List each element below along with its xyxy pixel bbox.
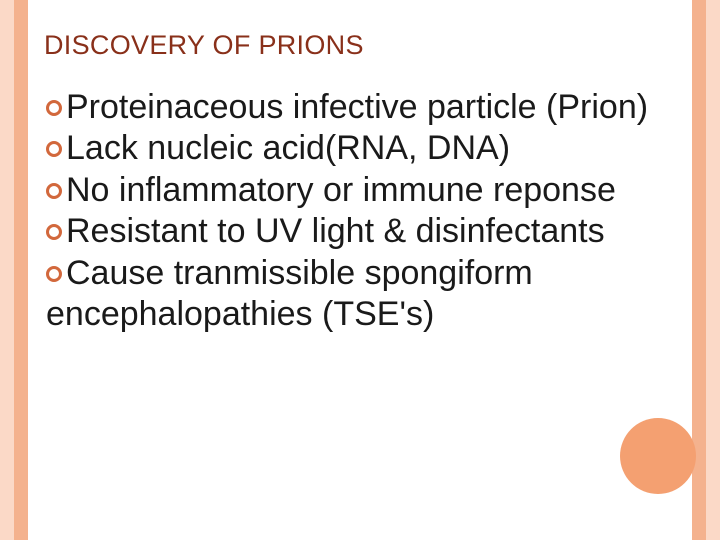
- bullet-text: Proteinaceous infective particle (Prion): [66, 88, 648, 126]
- bullet-ring-icon: [46, 183, 62, 199]
- left-stripe-outer: [0, 0, 14, 540]
- bullet-text: Resistant to UV light & disinfectants: [66, 212, 605, 250]
- bullet-ring-icon: [46, 266, 62, 282]
- bullet-text: No inflammatory or immune reponse: [66, 171, 616, 209]
- slide-title: DISCOVERY OF PRIONS: [44, 30, 676, 61]
- right-stripe-outer: [706, 0, 720, 540]
- list-item: Resistant to UV light & disinfectants: [46, 211, 676, 252]
- bullet-list: Proteinaceous infective particle (Prion)…: [44, 87, 676, 336]
- bullet-text: Lack nucleic acid(RNA, DNA): [66, 129, 510, 167]
- list-item: Cause tranmissible spongiform encephalop…: [46, 253, 676, 336]
- list-item: Lack nucleic acid(RNA, DNA): [46, 128, 676, 169]
- slide-content: DISCOVERY OF PRIONS Proteinaceous infect…: [44, 30, 676, 336]
- bullet-ring-icon: [46, 224, 62, 240]
- left-stripe-inner: [14, 0, 28, 540]
- accent-circle-icon: [620, 418, 696, 494]
- list-item: No inflammatory or immune reponse: [46, 170, 676, 211]
- bullet-text: Cause tranmissible spongiform encephalop…: [46, 254, 533, 333]
- bullet-ring-icon: [46, 141, 62, 157]
- list-item: Proteinaceous infective particle (Prion): [46, 87, 676, 128]
- bullet-ring-icon: [46, 100, 62, 116]
